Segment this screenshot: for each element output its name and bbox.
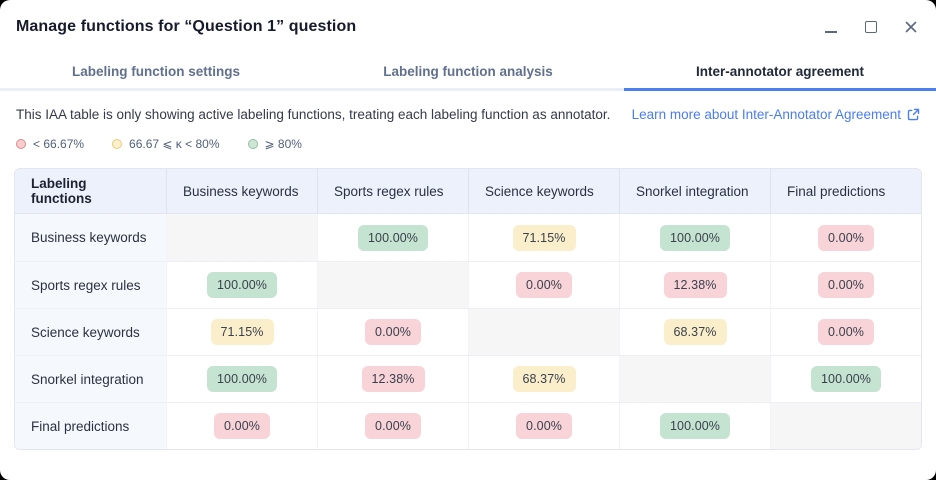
agreement-badge: 68.37% [512,366,576,392]
table-row: Sports regex rules 100.00% 0.00% 12.38% 0.00… [15,261,921,308]
diagonal-cell [468,308,619,355]
agreement-cell: 0.00% [770,214,921,261]
legend-label: ⩾ 80% [264,137,302,151]
legend-item-low: < 66.67% [16,137,84,151]
column-header: Labeling functions [15,169,166,214]
minimize-icon[interactable] [824,20,838,34]
agreement-cell: 100.00% [166,261,317,308]
agreement-badge: 0.00% [365,319,421,345]
tab-label: Inter-annotator agreement [695,63,865,79]
table-row: Final predictions 0.00% 0.00% 0.00% 100.00% [15,402,921,449]
maximize-icon[interactable] [864,20,878,34]
agreement-cell: 12.38% [619,261,770,308]
agreement-cell: 100.00% [166,355,317,402]
legend-item-mid: 66.67 ⩽ κ < 80% [112,137,220,151]
diagonal-cell [770,402,921,449]
iaa-description: This IAA table is only showing active la… [16,107,611,122]
column-header: Business keywords [166,169,317,214]
agreement-badge: 100.00% [206,272,278,298]
agreement-cell: 100.00% [770,355,921,402]
agreement-cell: 0.00% [468,261,619,308]
agreement-badge: 0.00% [818,319,874,345]
low-agreement-dot-icon [16,139,26,149]
agreement-cell: 0.00% [770,261,921,308]
agreement-badge: 12.38% [663,272,727,298]
row-label: Snorkel integration [15,355,166,402]
table-row: Business keywords 100.00% 71.15% 100.00% 0.0… [15,214,921,261]
agreement-badge: 0.00% [214,413,270,439]
agreement-cell: 100.00% [619,402,770,449]
mid-agreement-dot-icon [112,139,123,149]
column-header: Science keywords [468,169,619,214]
title-bar: Manage functions for “Question 1” questi… [0,0,936,54]
agreement-badge: 0.00% [516,272,572,298]
learn-more-label: Learn more about Inter-Annotator Agreeme… [631,107,901,122]
column-header: Snorkel integration [619,169,770,214]
agreement-badge: 0.00% [818,224,874,251]
agreement-cell: 68.37% [619,308,770,355]
agreement-cell: 0.00% [468,402,619,449]
tab-labeling-function-settings[interactable]: Labeling function settings [0,54,312,91]
diagonal-cell [166,214,317,261]
high-agreement-dot-icon [247,139,258,149]
tab-bar: Labeling function settings Labeling func… [0,54,936,91]
legend-label: < 66.67% [33,137,85,151]
window-controls [824,20,918,34]
agreement-badge: 0.00% [365,413,421,439]
agreement-badge: 100.00% [659,224,731,251]
agreement-cell: 71.15% [468,214,619,261]
legend-label: 66.67 ⩽ κ < 80% [129,137,220,151]
learn-more-link[interactable]: Learn more about Inter-Annotator Agreeme… [632,107,920,122]
agreement-cell: 12.38% [317,355,468,402]
modal-title: Manage functions for “Question 1” questi… [16,18,357,35]
header-row: Labeling functions Business keywords Sport… [15,169,921,214]
agreement-badge: 100.00% [810,366,882,392]
row-label: Sports regex rules [15,261,166,308]
agreement-badge: 100.00% [659,413,731,439]
agreement-badge: 100.00% [206,366,278,392]
description-row: This IAA table is only showing active la… [14,107,922,122]
column-header: Sports regex rules [317,169,468,214]
table-row: Snorkel integration 100.00% 12.38% 68.37% 10… [15,355,921,402]
agreement-badge: 68.37% [663,319,727,345]
agreement-cell: 0.00% [166,402,317,449]
agreement-cell: 100.00% [317,214,468,261]
iaa-table-container: Labeling functions Business keywords Sport… [14,168,922,450]
row-label: Business keywords [15,214,166,261]
agreement-cell: 68.37% [468,355,619,402]
table-row: Science keywords 71.15% 0.00% 68.37% 0.00% [15,308,921,355]
tab-label: Labeling function settings [72,63,240,79]
agreement-badge: 0.00% [818,272,874,298]
diagonal-cell [317,261,468,308]
agreement-badge: 0.00% [516,413,572,439]
iaa-table: Labeling functions Business keywords Sport… [15,169,921,449]
agreement-cell: 0.00% [317,402,468,449]
external-link-icon [907,108,920,121]
agreement-badge: 12.38% [361,366,425,392]
agreement-cell: 0.00% [317,308,468,355]
column-header: Final predictions [770,169,921,214]
agreement-cell: 71.15% [166,308,317,355]
agreement-badge: 71.15% [512,224,576,251]
tab-content: This IAA table is only showing active la… [0,107,936,450]
tab-label: Labeling function analysis [383,63,553,79]
row-label: Science keywords [15,308,166,355]
close-icon[interactable] [904,20,918,34]
diagonal-cell [619,355,770,402]
row-label: Final predictions [15,402,166,449]
tab-inter-annotator-agreement[interactable]: Inter-annotator agreement [624,54,936,91]
tab-labeling-function-analysis[interactable]: Labeling function analysis [312,54,624,91]
agreement-cell: 0.00% [770,308,921,355]
agreement-cell: 100.00% [619,214,770,261]
agreement-badge: 71.15% [210,319,274,345]
legend-item-high: ⩾ 80% [247,137,302,151]
agreement-badge: 100.00% [357,224,429,251]
kappa-legend: < 66.67% 66.67 ⩽ κ < 80% ⩾ 80% [14,137,922,151]
